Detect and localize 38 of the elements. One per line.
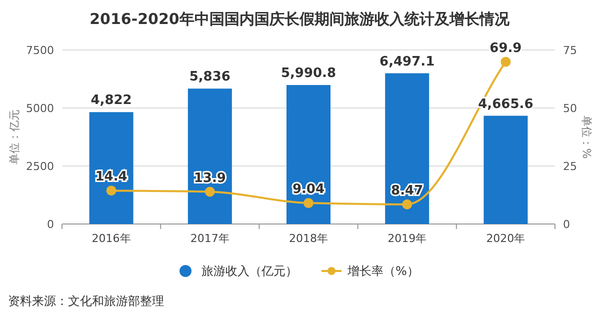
y-tick-label: 5000 (26, 102, 54, 115)
data-label: 5,836 (189, 70, 230, 85)
chart-title: 2016-2020年中国国内国庆长假期间旅游收入统计及增长情况 (90, 10, 510, 28)
data-label: 4,822 (90, 93, 132, 108)
y2-tick-label: 75 (563, 44, 577, 57)
y-tick-label: 0 (47, 218, 54, 231)
x-tick-label: 2016年 (92, 232, 131, 245)
point (500, 56, 511, 67)
y2-axis-title: 单位：% (580, 115, 593, 159)
x-tick-label: 2019年 (388, 232, 427, 245)
data-label: 69.9 (490, 40, 522, 56)
y2-tick-label: 25 (563, 160, 577, 173)
y-axis-title: 单位：亿元 (8, 110, 21, 164)
data-label: 13.9 (194, 170, 226, 186)
x-tick-label: 2018年 (289, 232, 328, 245)
bar (484, 116, 528, 224)
data-label: 5,990.8 (280, 66, 336, 82)
bar (89, 112, 134, 224)
x-tick-label: 2020年 (486, 232, 526, 245)
bar (385, 73, 430, 224)
y-tick-label: 2500 (26, 160, 54, 173)
y-tick-label: 7500 (26, 44, 54, 57)
data-label: 6,497.1 (380, 54, 435, 70)
text: 资料来源：文化和旅游部整理 (8, 294, 164, 308)
point (304, 198, 314, 208)
y2-tick-label: 50 (563, 102, 577, 115)
bar (286, 85, 330, 224)
x-tick-label: 2017年 (190, 232, 230, 245)
y2-tick-label: 0 (563, 218, 570, 231)
data-label: 9.04 (292, 182, 325, 198)
point (402, 199, 412, 210)
data-label: 8.47 (391, 183, 424, 198)
legend-label: 增长率（%） (346, 264, 419, 278)
point (204, 186, 215, 197)
bar (188, 88, 232, 224)
point (106, 186, 116, 196)
data-label: 14.4 (95, 170, 128, 185)
legend-label: 旅游收入（亿元） (202, 264, 298, 278)
